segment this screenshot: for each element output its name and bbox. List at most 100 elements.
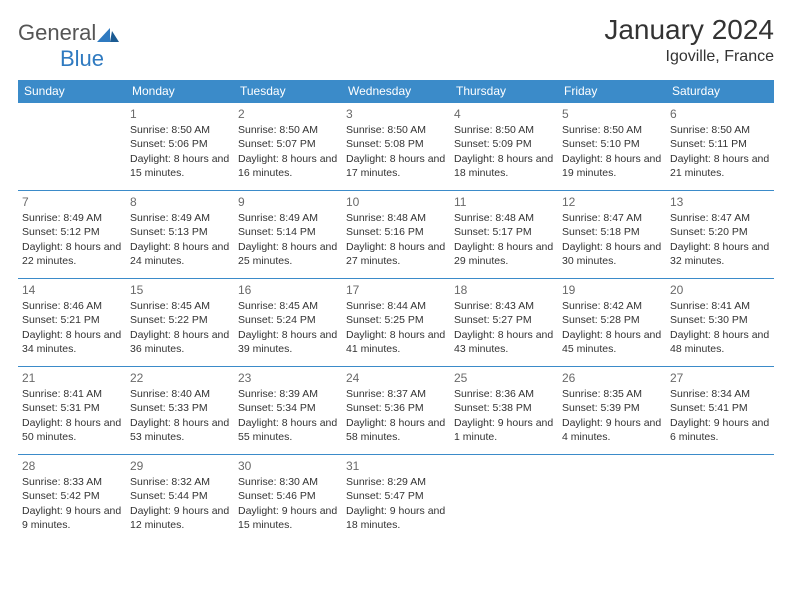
calendar-cell: 13Sunrise: 8:47 AMSunset: 5:20 PMDayligh… [666, 190, 774, 278]
sunset-line: Sunset: 5:08 PM [346, 137, 446, 151]
sunset-line: Sunset: 5:30 PM [670, 313, 770, 327]
brand-triangle-icon [97, 26, 119, 42]
sunrise-line: Sunrise: 8:50 AM [670, 123, 770, 137]
daylight-line: Daylight: 8 hours and 48 minutes. [670, 328, 770, 356]
calendar-cell: 6Sunrise: 8:50 AMSunset: 5:11 PMDaylight… [666, 102, 774, 190]
month-title: January 2024 [604, 14, 774, 46]
sunset-line: Sunset: 5:14 PM [238, 225, 338, 239]
day-number: 7 [22, 194, 122, 210]
daylight-line: Daylight: 8 hours and 41 minutes. [346, 328, 446, 356]
brand-logo: GeneralBlue [18, 20, 119, 72]
daylight-line: Daylight: 9 hours and 9 minutes. [22, 504, 122, 532]
sunrise-line: Sunrise: 8:46 AM [22, 299, 122, 313]
day-number: 23 [238, 370, 338, 386]
weekday-header: Sunday [18, 80, 126, 102]
calendar-cell: 7Sunrise: 8:49 AMSunset: 5:12 PMDaylight… [18, 190, 126, 278]
day-number: 9 [238, 194, 338, 210]
sunrise-line: Sunrise: 8:30 AM [238, 475, 338, 489]
sunrise-line: Sunrise: 8:47 AM [670, 211, 770, 225]
calendar-grid: SundayMondayTuesdayWednesdayThursdayFrid… [18, 80, 774, 542]
day-number: 16 [238, 282, 338, 298]
daylight-line: Daylight: 8 hours and 45 minutes. [562, 328, 662, 356]
day-number: 26 [562, 370, 662, 386]
calendar-cell: 29Sunrise: 8:32 AMSunset: 5:44 PMDayligh… [126, 454, 234, 542]
day-number: 25 [454, 370, 554, 386]
day-number: 31 [346, 458, 446, 474]
daylight-line: Daylight: 9 hours and 15 minutes. [238, 504, 338, 532]
sunrise-line: Sunrise: 8:49 AM [130, 211, 230, 225]
daylight-line: Daylight: 8 hours and 50 minutes. [22, 416, 122, 444]
daylight-line: Daylight: 8 hours and 43 minutes. [454, 328, 554, 356]
calendar-cell: 20Sunrise: 8:41 AMSunset: 5:30 PMDayligh… [666, 278, 774, 366]
calendar-cell: 3Sunrise: 8:50 AMSunset: 5:08 PMDaylight… [342, 102, 450, 190]
calendar-cell: 8Sunrise: 8:49 AMSunset: 5:13 PMDaylight… [126, 190, 234, 278]
sunset-line: Sunset: 5:12 PM [22, 225, 122, 239]
calendar-cell: 1Sunrise: 8:50 AMSunset: 5:06 PMDaylight… [126, 102, 234, 190]
calendar-cell: 31Sunrise: 8:29 AMSunset: 5:47 PMDayligh… [342, 454, 450, 542]
sunrise-line: Sunrise: 8:50 AM [346, 123, 446, 137]
brand-word-general: General [18, 20, 96, 46]
sunset-line: Sunset: 5:36 PM [346, 401, 446, 415]
sunset-line: Sunset: 5:44 PM [130, 489, 230, 503]
day-number: 13 [670, 194, 770, 210]
calendar-cell: 17Sunrise: 8:44 AMSunset: 5:25 PMDayligh… [342, 278, 450, 366]
brand-word-blue: Blue [60, 46, 104, 71]
day-number: 11 [454, 194, 554, 210]
daylight-line: Daylight: 8 hours and 39 minutes. [238, 328, 338, 356]
day-number: 27 [670, 370, 770, 386]
daylight-line: Daylight: 8 hours and 17 minutes. [346, 152, 446, 180]
day-number: 30 [238, 458, 338, 474]
day-number: 10 [346, 194, 446, 210]
sunrise-line: Sunrise: 8:42 AM [562, 299, 662, 313]
daylight-line: Daylight: 9 hours and 4 minutes. [562, 416, 662, 444]
sunset-line: Sunset: 5:16 PM [346, 225, 446, 239]
sunset-line: Sunset: 5:20 PM [670, 225, 770, 239]
calendar-cell-empty [450, 454, 558, 542]
calendar-cell-empty [666, 454, 774, 542]
sunset-line: Sunset: 5:39 PM [562, 401, 662, 415]
weekday-header: Friday [558, 80, 666, 102]
calendar-cell: 9Sunrise: 8:49 AMSunset: 5:14 PMDaylight… [234, 190, 342, 278]
sunset-line: Sunset: 5:38 PM [454, 401, 554, 415]
calendar-cell-empty [18, 102, 126, 190]
location: Igoville, France [604, 48, 774, 66]
daylight-line: Daylight: 8 hours and 30 minutes. [562, 240, 662, 268]
sunset-line: Sunset: 5:07 PM [238, 137, 338, 151]
sunrise-line: Sunrise: 8:34 AM [670, 387, 770, 401]
daylight-line: Daylight: 9 hours and 1 minute. [454, 416, 554, 444]
daylight-line: Daylight: 8 hours and 24 minutes. [130, 240, 230, 268]
day-number: 8 [130, 194, 230, 210]
calendar-cell: 27Sunrise: 8:34 AMSunset: 5:41 PMDayligh… [666, 366, 774, 454]
weekday-header: Wednesday [342, 80, 450, 102]
daylight-line: Daylight: 8 hours and 18 minutes. [454, 152, 554, 180]
daylight-line: Daylight: 8 hours and 16 minutes. [238, 152, 338, 180]
day-number: 15 [130, 282, 230, 298]
daylight-line: Daylight: 8 hours and 27 minutes. [346, 240, 446, 268]
day-number: 22 [130, 370, 230, 386]
calendar-cell: 22Sunrise: 8:40 AMSunset: 5:33 PMDayligh… [126, 366, 234, 454]
day-number: 1 [130, 106, 230, 122]
sunset-line: Sunset: 5:09 PM [454, 137, 554, 151]
daylight-line: Daylight: 8 hours and 34 minutes. [22, 328, 122, 356]
day-number: 6 [670, 106, 770, 122]
day-number: 4 [454, 106, 554, 122]
day-number: 14 [22, 282, 122, 298]
daylight-line: Daylight: 8 hours and 21 minutes. [670, 152, 770, 180]
daylight-line: Daylight: 8 hours and 19 minutes. [562, 152, 662, 180]
daylight-line: Daylight: 9 hours and 18 minutes. [346, 504, 446, 532]
day-number: 19 [562, 282, 662, 298]
sunrise-line: Sunrise: 8:29 AM [346, 475, 446, 489]
day-number: 21 [22, 370, 122, 386]
sunrise-line: Sunrise: 8:50 AM [562, 123, 662, 137]
sunset-line: Sunset: 5:13 PM [130, 225, 230, 239]
calendar-cell: 28Sunrise: 8:33 AMSunset: 5:42 PMDayligh… [18, 454, 126, 542]
sunrise-line: Sunrise: 8:41 AM [670, 299, 770, 313]
day-number: 17 [346, 282, 446, 298]
calendar-cell: 18Sunrise: 8:43 AMSunset: 5:27 PMDayligh… [450, 278, 558, 366]
calendar-cell: 24Sunrise: 8:37 AMSunset: 5:36 PMDayligh… [342, 366, 450, 454]
calendar-cell: 4Sunrise: 8:50 AMSunset: 5:09 PMDaylight… [450, 102, 558, 190]
daylight-line: Daylight: 9 hours and 6 minutes. [670, 416, 770, 444]
sunrise-line: Sunrise: 8:41 AM [22, 387, 122, 401]
day-number: 28 [22, 458, 122, 474]
sunrise-line: Sunrise: 8:43 AM [454, 299, 554, 313]
